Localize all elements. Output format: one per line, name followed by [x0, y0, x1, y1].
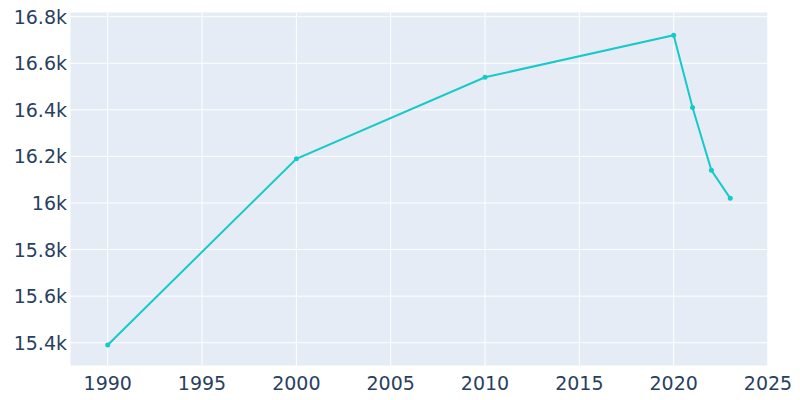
x-tick-label: 1995	[178, 372, 226, 394]
y-tick-label: 16.4k	[14, 99, 67, 121]
line	[108, 35, 731, 345]
y-tick-label: 15.6k	[14, 285, 67, 307]
point	[709, 168, 714, 173]
x-tick-label: 2010	[461, 372, 509, 394]
point	[105, 343, 110, 348]
y-grid-line	[70, 63, 768, 64]
point	[728, 196, 733, 201]
y-grid-line	[70, 249, 768, 250]
y-grid-line	[70, 342, 768, 343]
y-tick-label: 16.8k	[14, 6, 67, 28]
x-tick-label: 2000	[272, 372, 320, 394]
y-grid-line	[70, 16, 768, 17]
x-grid-line	[579, 12, 580, 366]
x-grid-line	[107, 12, 108, 366]
chart: 1990 1995 2000 2005 2010 2015 2020 2025 15.4k 15.…	[0, 0, 800, 400]
x-tick-label: 2020	[649, 372, 697, 394]
y-tick-label: 16.6k	[14, 52, 67, 74]
plot-background	[70, 12, 768, 366]
plot-frame	[70, 12, 768, 366]
x-grid-line	[485, 12, 486, 366]
y-tick-label: 16.2k	[14, 145, 67, 167]
y-grid-line	[70, 296, 768, 297]
y-tick-label: 16k	[32, 192, 67, 214]
point	[671, 33, 676, 38]
x-tick-label: 2015	[555, 372, 603, 394]
x-grid-line	[673, 12, 674, 366]
x-tick-label: 2005	[367, 372, 415, 394]
x-grid-line	[202, 12, 203, 366]
y-grid-line	[70, 156, 768, 157]
x-grid-line	[390, 12, 391, 366]
y-grid-line	[70, 109, 768, 110]
x-grid-line	[296, 12, 297, 366]
y-tick-label: 15.8k	[14, 239, 67, 261]
point	[690, 105, 695, 110]
series	[105, 33, 733, 348]
y-grid-line	[70, 202, 768, 203]
x-tick-label: 1990	[84, 372, 132, 394]
x-tick-label: 2025	[744, 372, 792, 394]
point	[294, 156, 299, 161]
y-tick-label: 15.4k	[14, 332, 67, 354]
point	[483, 75, 488, 80]
